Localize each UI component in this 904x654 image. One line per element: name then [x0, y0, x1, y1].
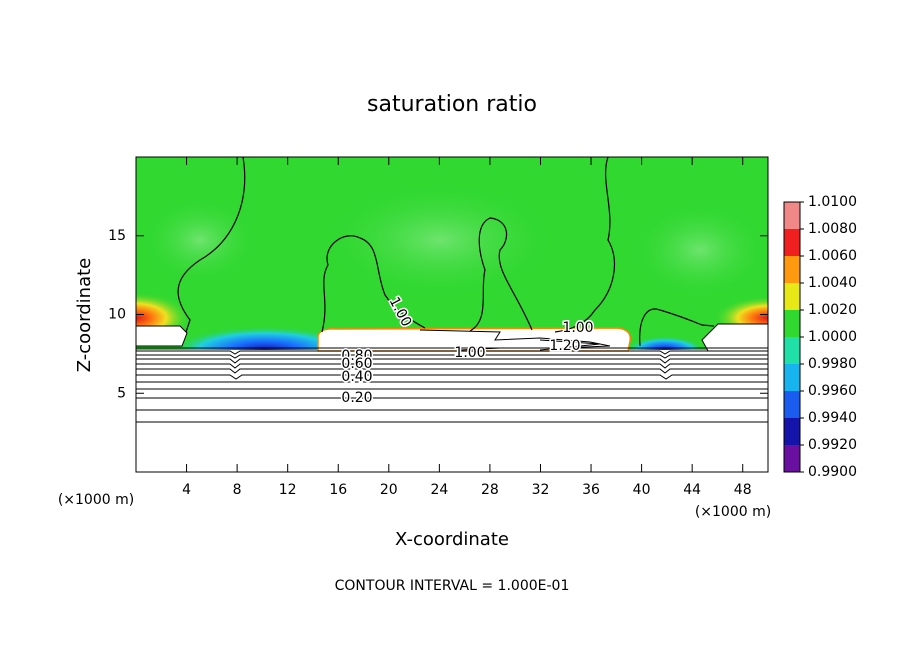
- contour-label: 0.60: [341, 356, 372, 372]
- contour-shape: [469, 217, 533, 332]
- contour-shape: [317, 327, 631, 352]
- colorbar-bin: [784, 229, 800, 256]
- colorbar-tick-label: 1.0060: [808, 248, 857, 264]
- contour-shape: [136, 350, 768, 355]
- x-tick-label: 20: [380, 482, 398, 498]
- contour-label: 0.20: [341, 390, 372, 406]
- y-tick-label: 10: [108, 307, 126, 323]
- contour-shape: [177, 157, 246, 333]
- x-tick-label: 32: [532, 482, 550, 498]
- y-axis-label: Z-coordinate: [74, 258, 95, 373]
- field-shape: [140, 195, 260, 285]
- x-tick-label: 44: [683, 482, 701, 498]
- x-tick-label: 28: [481, 482, 499, 498]
- colorbar-tick-label: 0.9900: [808, 464, 857, 480]
- y-tick-label: 15: [108, 228, 126, 244]
- y-tick-label: 5: [117, 385, 126, 401]
- contour-shape: [701, 323, 768, 352]
- contour-label: 1.20: [549, 338, 580, 354]
- field-shape: [630, 200, 768, 300]
- colorbar-bin: [784, 310, 800, 337]
- colorbar-bin: [784, 202, 800, 229]
- x-tick-label: 40: [633, 482, 651, 498]
- x-tick-label: 36: [582, 482, 600, 498]
- colorbar-bin: [784, 418, 800, 445]
- colorbar-bin: [784, 445, 800, 472]
- contour-shape: [136, 363, 768, 369]
- colorbar-bin: [784, 256, 800, 283]
- colorbar-bin: [784, 391, 800, 418]
- contour-shape: [136, 325, 188, 347]
- contour-label: 1.00: [454, 345, 485, 361]
- colorbar-tick-label: 1.0020: [808, 302, 857, 318]
- colorbar-tick-label: 1.0000: [808, 329, 857, 345]
- contour-shape: [136, 358, 768, 364]
- contour-field: [136, 157, 768, 472]
- field-shape: [136, 350, 768, 472]
- colorbar-tick-label: 1.0080: [808, 221, 857, 237]
- x-unit-label: (×1000 m): [58, 492, 134, 508]
- colorbar-tick-label: 0.9960: [808, 383, 857, 399]
- x-tick-label: 8: [233, 482, 242, 498]
- contour-shape: [136, 374, 768, 380]
- colorbar-tick-label: 1.0100: [808, 194, 857, 210]
- annotation: CONTOUR INTERVAL = 1.000E-01: [335, 578, 570, 594]
- colorbar-tick-label: 0.9920: [808, 437, 857, 453]
- colorbar-tick-label: 0.9980: [808, 356, 857, 372]
- contour-shape: [321, 235, 426, 333]
- x-tick-label: 48: [734, 482, 752, 498]
- chart-title: saturation ratio: [367, 92, 537, 117]
- contour-shape: [639, 308, 715, 347]
- x-axis-label: X-coordinate: [395, 529, 509, 550]
- contour-label: 1.00: [562, 320, 593, 336]
- contour-shape: [554, 157, 615, 333]
- colorbar-tick-label: 1.0040: [808, 275, 857, 291]
- contour-label: 0.40: [341, 369, 372, 385]
- x-unit-label: (×1000 m): [695, 504, 771, 520]
- contour-shape: [136, 368, 768, 374]
- colorbar-bin: [784, 364, 800, 391]
- x-tick-label: 12: [279, 482, 297, 498]
- colorbar-tick-label: 0.9940: [808, 410, 857, 426]
- x-tick-label: 4: [182, 482, 191, 498]
- contour-shape: [136, 354, 768, 359]
- contour-label: 0.80: [341, 348, 372, 364]
- x-tick-label: 24: [430, 482, 448, 498]
- field-shape: [320, 180, 560, 300]
- x-tick-label: 16: [329, 482, 347, 498]
- colorbar-bin: [784, 337, 800, 364]
- colorbar-bin: [784, 283, 800, 310]
